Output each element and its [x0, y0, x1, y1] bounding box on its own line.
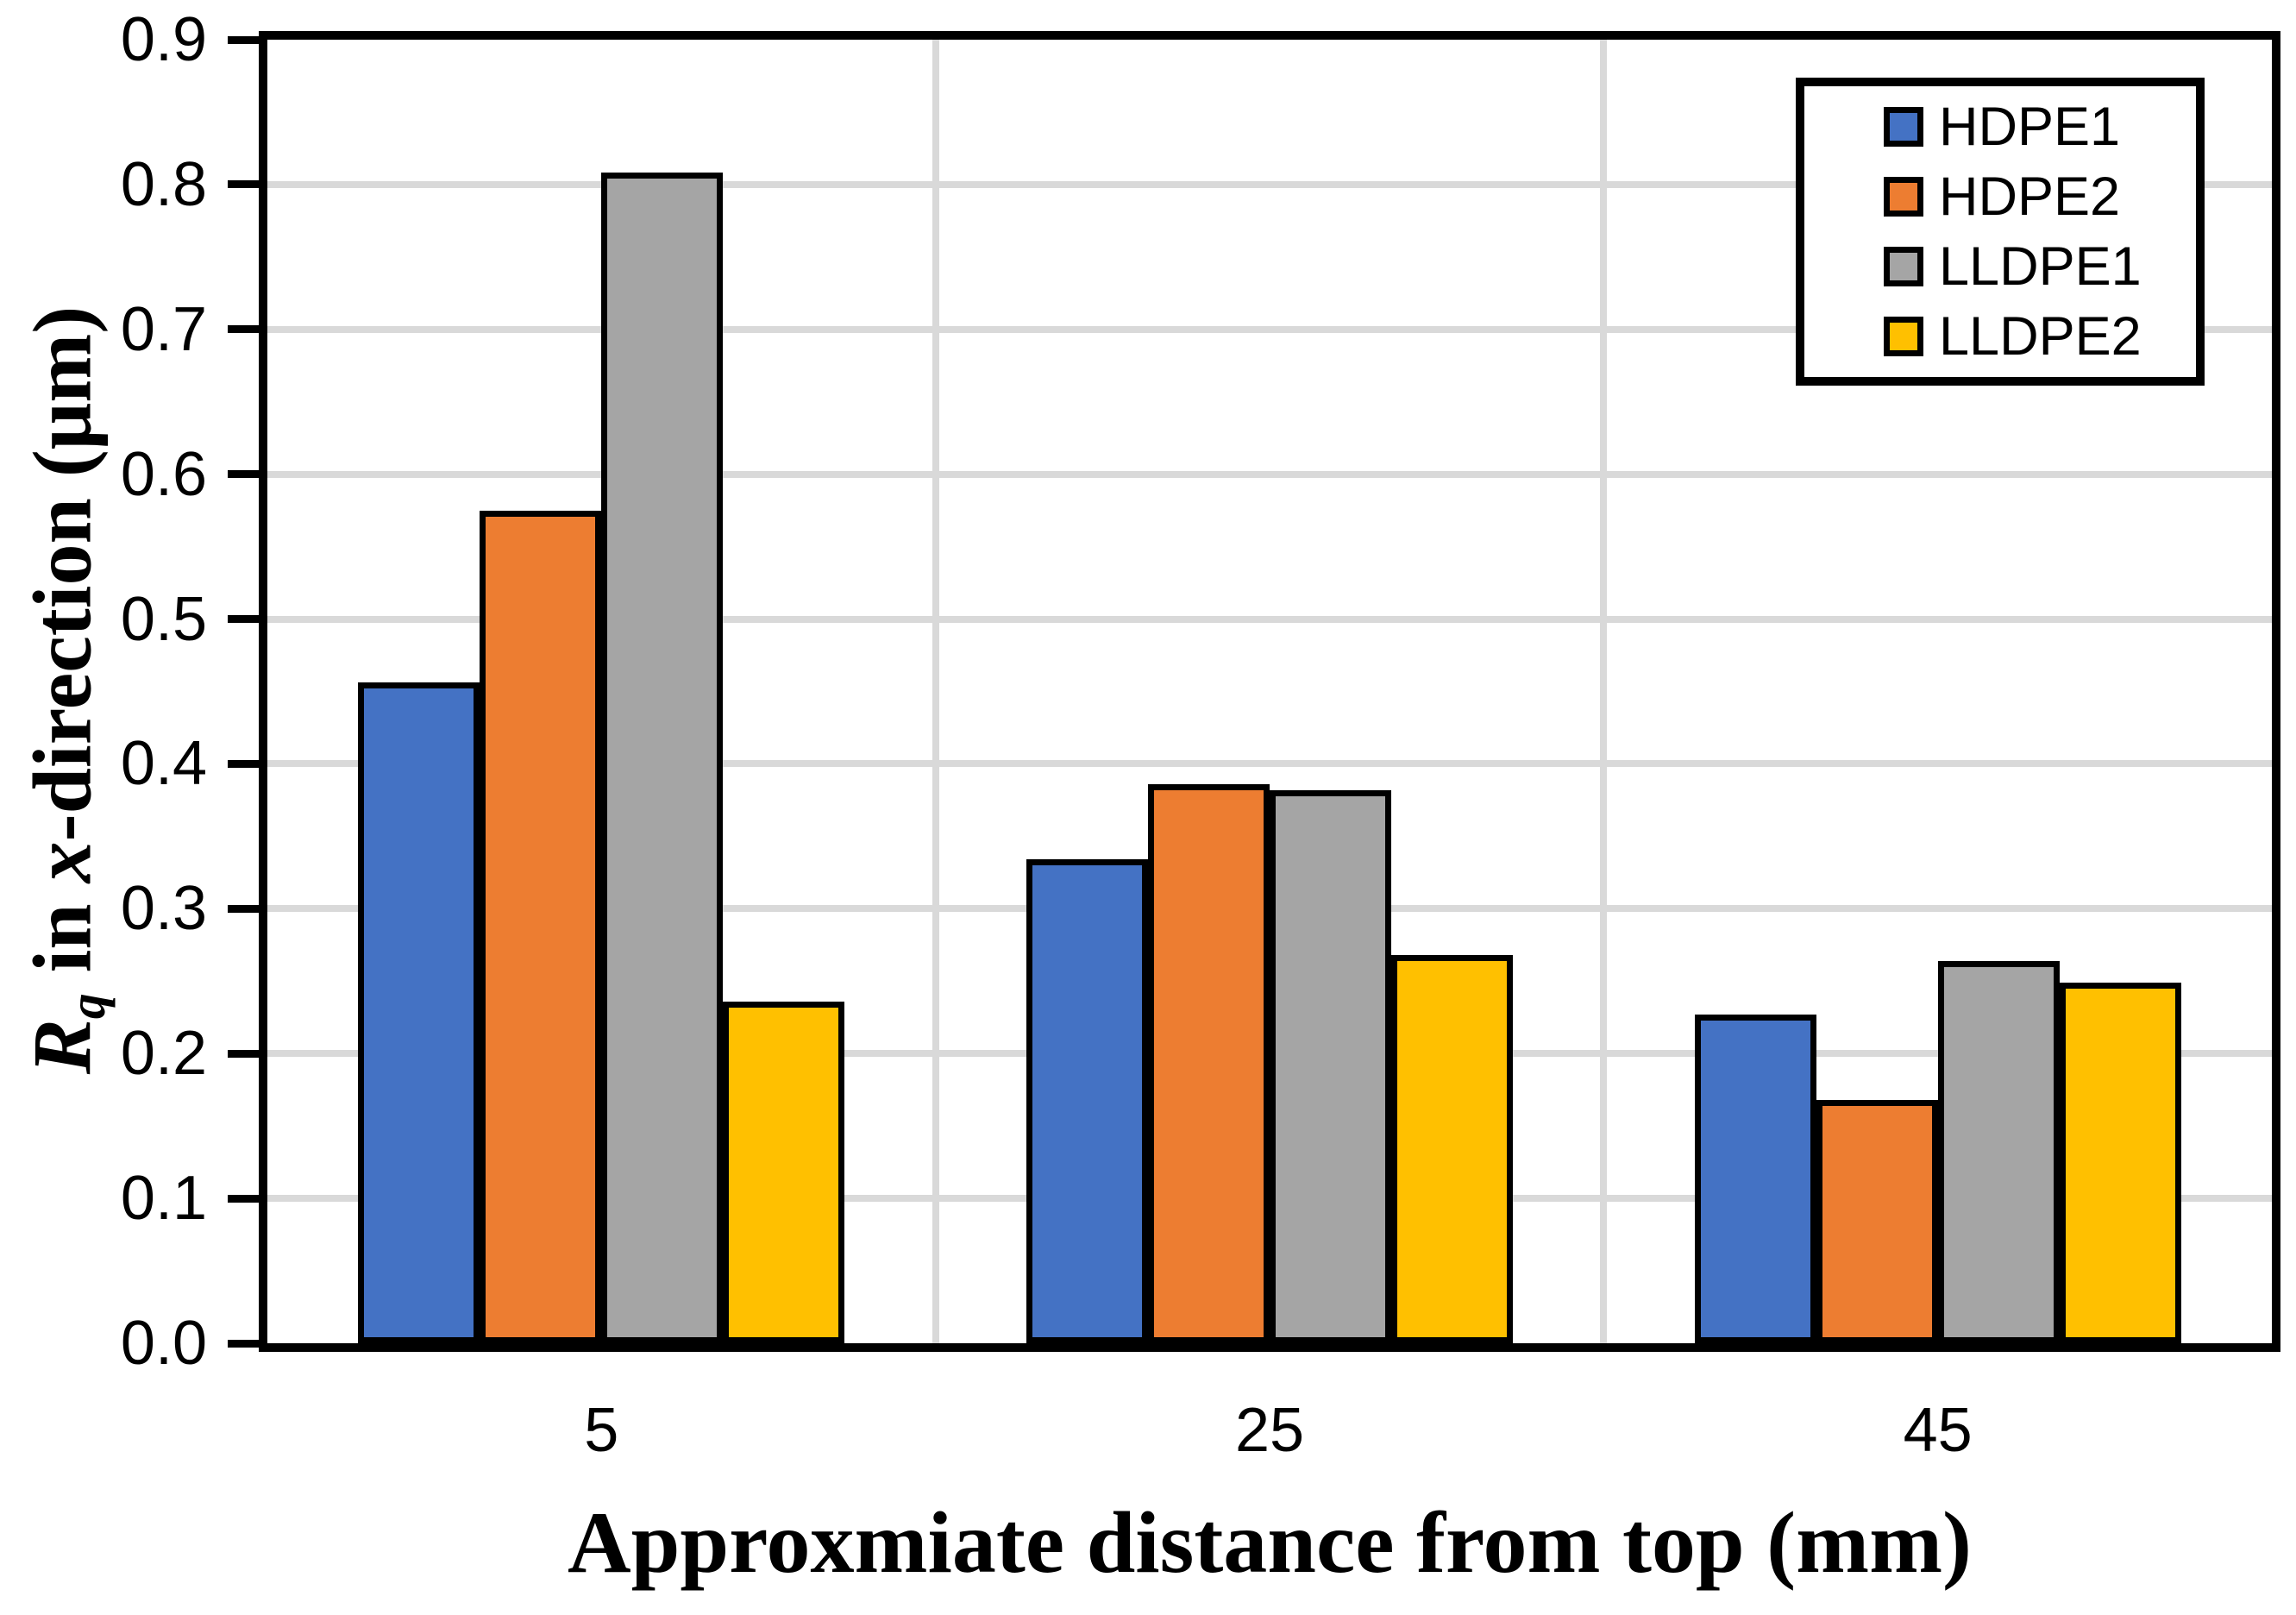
bar-HDPE1-25	[1026, 859, 1148, 1343]
bar-LLDPE2-5	[723, 1002, 844, 1343]
y-tick-label-0.3: 0.3	[120, 874, 207, 944]
legend-label-HDPE1: HDPE1	[1939, 96, 2121, 157]
bar-HDPE1-5	[358, 682, 480, 1343]
bar-HDPE2-45	[1816, 1100, 1938, 1343]
legend-item-HDPE2: HDPE2	[1884, 162, 2196, 231]
legend-label-LLDPE2: LLDPE2	[1939, 305, 2142, 367]
y-tick-label-0.9: 0.9	[120, 5, 207, 74]
y-tick-label-0.0: 0.0	[120, 1309, 207, 1378]
y-tick-mark-0.0	[228, 1339, 267, 1348]
legend: HDPE1 HDPE2 LLDPE1 LLDPE2	[1796, 78, 2205, 386]
legend-swatch-HDPE2	[1884, 177, 1923, 217]
y-title-part-2: in	[16, 883, 109, 994]
bar-LLDPE1-5	[601, 173, 723, 1343]
y-tick-label-0.5: 0.5	[120, 584, 207, 654]
bar-HDPE2-25	[1148, 784, 1270, 1343]
y-tick-label-0.6: 0.6	[120, 439, 207, 509]
y-title-part-4: -direction (μm)	[16, 305, 109, 842]
bar-LLDPE2-45	[2060, 983, 2181, 1343]
bar-LLDPE1-45	[1938, 961, 2060, 1343]
bar-HDPE2-5	[480, 511, 601, 1343]
bar-LLDPE1-25	[1270, 790, 1391, 1343]
y-tick-mark-0.3	[228, 904, 267, 913]
bar-HDPE1-45	[1695, 1015, 1816, 1343]
y-tick-label-0.1: 0.1	[120, 1164, 207, 1234]
y-tick-label-0.8: 0.8	[120, 149, 207, 219]
x-axis-title: Approxmiate distance from top (mm)	[567, 1494, 1973, 1592]
y-tick-mark-0.4	[228, 759, 267, 768]
y-title-part-0: R	[16, 1019, 109, 1075]
gridline-y-0.4	[267, 760, 2272, 768]
y-tick-mark-0.5	[228, 615, 267, 624]
y-tick-label-0.7: 0.7	[120, 294, 207, 364]
y-tick-mark-0.6	[228, 470, 267, 479]
y-axis-title: Rq in x-direction (μm)	[16, 306, 116, 1074]
y-tick-mark-0.7	[228, 325, 267, 334]
legend-item-HDPE1: HDPE1	[1884, 92, 2196, 161]
y-tick-label-0.2: 0.2	[120, 1019, 207, 1089]
gridline-y-0.5	[267, 615, 2272, 623]
gridline-x-boundary-1	[932, 40, 939, 1343]
gridline-y-0.8	[267, 180, 2272, 188]
bar-LLDPE2-25	[1391, 955, 1513, 1343]
x-tick-label-45: 45	[1903, 1396, 1973, 1465]
gridline-x-boundary-2	[1600, 40, 1608, 1343]
legend-swatch-HDPE1	[1884, 107, 1923, 147]
legend-label-HDPE2: HDPE2	[1939, 166, 2121, 227]
x-tick-label-25: 25	[1234, 1396, 1305, 1465]
y-tick-label-0.4: 0.4	[120, 729, 207, 799]
legend-item-LLDPE1: LLDPE1	[1884, 232, 2196, 301]
y-title-part-1: q	[59, 993, 116, 1020]
x-tick-label-5: 5	[584, 1396, 619, 1465]
y-title-part-3: x	[16, 841, 109, 883]
legend-swatch-LLDPE1	[1884, 247, 1923, 286]
y-tick-mark-0.9	[228, 35, 267, 44]
legend-item-LLDPE2: LLDPE2	[1884, 302, 2196, 371]
y-tick-mark-0.8	[228, 180, 267, 189]
gridline-y-0.7	[267, 325, 2272, 333]
y-tick-mark-0.1	[228, 1194, 267, 1203]
gridline-y-0.6	[267, 470, 2272, 478]
y-tick-mark-0.2	[228, 1049, 267, 1058]
legend-label-LLDPE1: LLDPE1	[1939, 236, 2142, 297]
legend-swatch-LLDPE2	[1884, 317, 1923, 356]
